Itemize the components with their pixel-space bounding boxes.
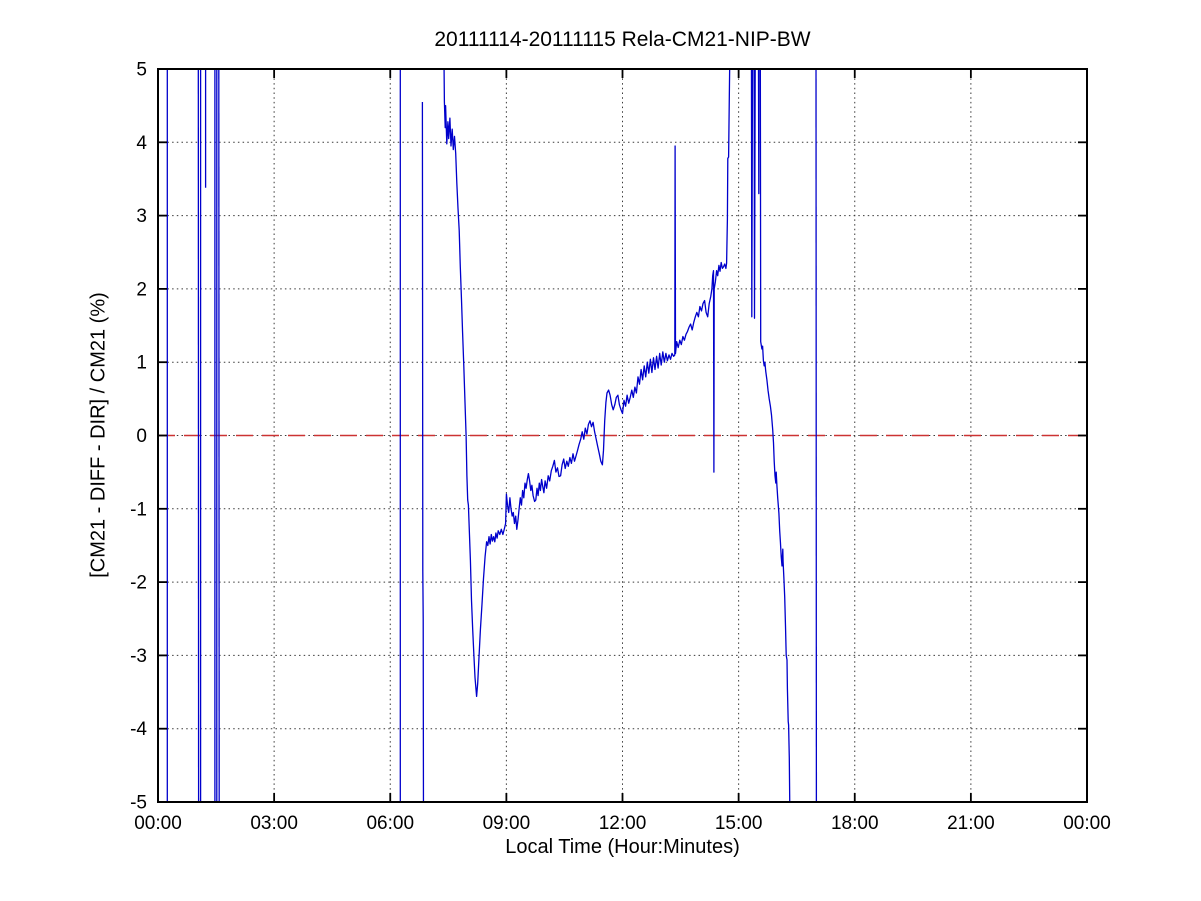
relative-difference-CM21-NIP-segment-8 — [421, 101, 425, 802]
chart-title: 20111114-20111115 Rela-CM21-NIP-BW — [434, 28, 811, 51]
y-tick-label-6: 1 — [136, 353, 147, 374]
relative-difference-CM21-NIP-segment-12 — [757, 69, 760, 195]
x-axis-label: Local Time (Hour:Minutes) — [505, 836, 740, 858]
x-tick-label-3: 09:00 — [483, 813, 531, 834]
y-tick-label-9: 4 — [136, 133, 147, 154]
relative-difference-CM21-NIP-segment-13 — [759, 69, 791, 802]
y-tick-label-1: -4 — [130, 719, 147, 740]
tick-labels: 00:00 03:00 06:00 09:00 12:00 15:00 18:00 21:00… — [130, 60, 1111, 835]
x-tick-label-1: 03:00 — [250, 813, 298, 834]
x-tick-label-2: 06:00 — [366, 813, 414, 834]
x-tick-label-4: 12:00 — [599, 813, 647, 834]
x-tick-label-6: 18:00 — [831, 813, 879, 834]
x-tick-label-5: 15:00 — [715, 813, 763, 834]
relative-difference-CM21-NIP-segment-9 — [443, 69, 731, 698]
y-tick-label-2: -3 — [130, 646, 147, 667]
y-tick-label-8: 3 — [136, 206, 147, 227]
relative-difference-CM21-NIP-segment-11 — [753, 69, 756, 319]
y-tick-label-4: -1 — [130, 499, 147, 520]
axis-ticks — [157, 68, 1088, 803]
y-tick-label-0: -5 — [130, 793, 147, 814]
x-tick-label-7: 21:00 — [947, 813, 995, 834]
y-tick-label-7: 2 — [136, 279, 147, 300]
series-group — [166, 69, 818, 802]
x-tick-label-0: 00:00 — [134, 813, 182, 834]
x-tick-label-8: 00:00 — [1063, 813, 1111, 834]
y-tick-label-10: 5 — [136, 60, 147, 81]
y-tick-label-3: -2 — [130, 573, 147, 594]
y-tick-label-5: 0 — [136, 426, 147, 447]
relative-difference-CM21-NIP-segment-10 — [750, 69, 754, 318]
